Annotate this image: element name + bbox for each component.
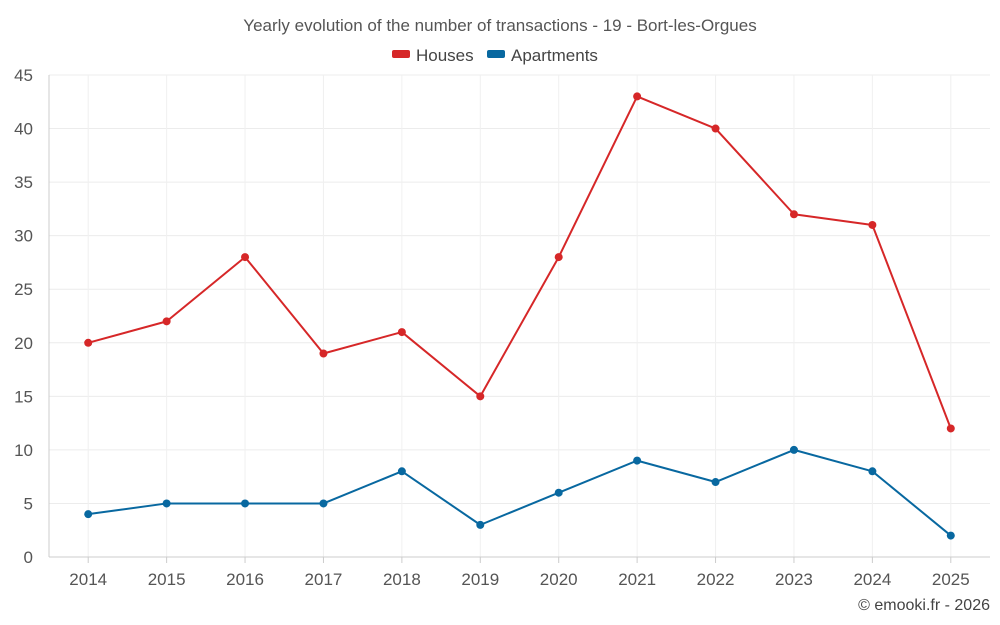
- legend-item-apartments[interactable]: Apartments: [487, 46, 598, 65]
- y-tick-label: 45: [14, 66, 33, 85]
- x-tick-label: 2025: [932, 570, 970, 589]
- data-point-houses[interactable]: [633, 92, 642, 101]
- chart-title: Yearly evolution of the number of transa…: [243, 16, 756, 35]
- x-tick-label: 2015: [148, 570, 186, 589]
- legend[interactable]: Houses Apartments: [392, 46, 598, 65]
- data-point-apartments[interactable]: [711, 478, 720, 487]
- y-tick-label: 25: [14, 280, 33, 299]
- data-point-apartments[interactable]: [241, 499, 250, 508]
- data-point-apartments[interactable]: [319, 499, 328, 508]
- data-point-houses[interactable]: [554, 253, 563, 262]
- data-point-houses[interactable]: [162, 317, 171, 326]
- x-tick-label: 2014: [69, 570, 107, 589]
- series-line-apartments: [88, 448, 952, 537]
- y-axis: 0 5 10 15 20 25 30 35 40 45: [14, 66, 50, 567]
- legend-swatch-houses: [392, 50, 410, 58]
- legend-item-houses[interactable]: Houses: [392, 46, 474, 65]
- data-point-houses[interactable]: [319, 349, 328, 358]
- data-point-apartments[interactable]: [633, 456, 642, 465]
- y-tick-label: 20: [14, 334, 33, 353]
- data-point-apartments[interactable]: [789, 445, 798, 454]
- credit-text: © emooki.fr - 2026: [858, 597, 990, 614]
- data-point-apartments[interactable]: [84, 510, 93, 519]
- y-tick-label: 0: [24, 548, 33, 567]
- y-tick-label: 5: [24, 494, 33, 513]
- data-point-houses[interactable]: [789, 210, 798, 219]
- y-tick-label: 30: [14, 227, 33, 246]
- data-point-houses[interactable]: [397, 328, 406, 337]
- x-tick-label: 2016: [226, 570, 264, 589]
- y-tick-label: 15: [14, 387, 33, 406]
- data-point-houses[interactable]: [84, 338, 93, 347]
- x-tick-label: 2021: [618, 570, 656, 589]
- legend-label-apartments: Apartments: [511, 46, 598, 65]
- data-point-houses[interactable]: [946, 424, 955, 433]
- grid: [49, 74, 990, 558]
- data-point-apartments[interactable]: [946, 531, 955, 540]
- x-tick-label: 2022: [697, 570, 735, 589]
- data-point-apartments[interactable]: [476, 520, 485, 529]
- x-tick-label: 2020: [540, 570, 578, 589]
- data-point-houses[interactable]: [868, 220, 877, 229]
- data-point-apartments[interactable]: [162, 499, 171, 508]
- legend-swatch-apartments: [487, 50, 505, 58]
- x-tick-label: 2023: [775, 570, 813, 589]
- x-tick-label: 2024: [853, 570, 891, 589]
- series-group: [84, 92, 955, 540]
- y-tick-label: 35: [14, 173, 33, 192]
- data-point-houses[interactable]: [711, 124, 720, 133]
- x-tick-label: 2017: [305, 570, 343, 589]
- x-axis: 2014 2015 2016 2017 2018 2019 2020 2021 2022 2023…: [49, 556, 990, 589]
- legend-label-houses: Houses: [416, 46, 474, 65]
- series-line-houses: [87, 95, 952, 429]
- y-tick-label: 10: [14, 441, 33, 460]
- x-tick-label: 2019: [461, 570, 499, 589]
- data-point-apartments[interactable]: [868, 467, 877, 476]
- data-point-houses[interactable]: [241, 253, 250, 262]
- x-tick-label: 2018: [383, 570, 421, 589]
- data-point-apartments[interactable]: [397, 467, 406, 476]
- data-point-apartments[interactable]: [554, 488, 563, 497]
- y-tick-label: 40: [14, 120, 33, 139]
- data-point-houses[interactable]: [476, 392, 485, 401]
